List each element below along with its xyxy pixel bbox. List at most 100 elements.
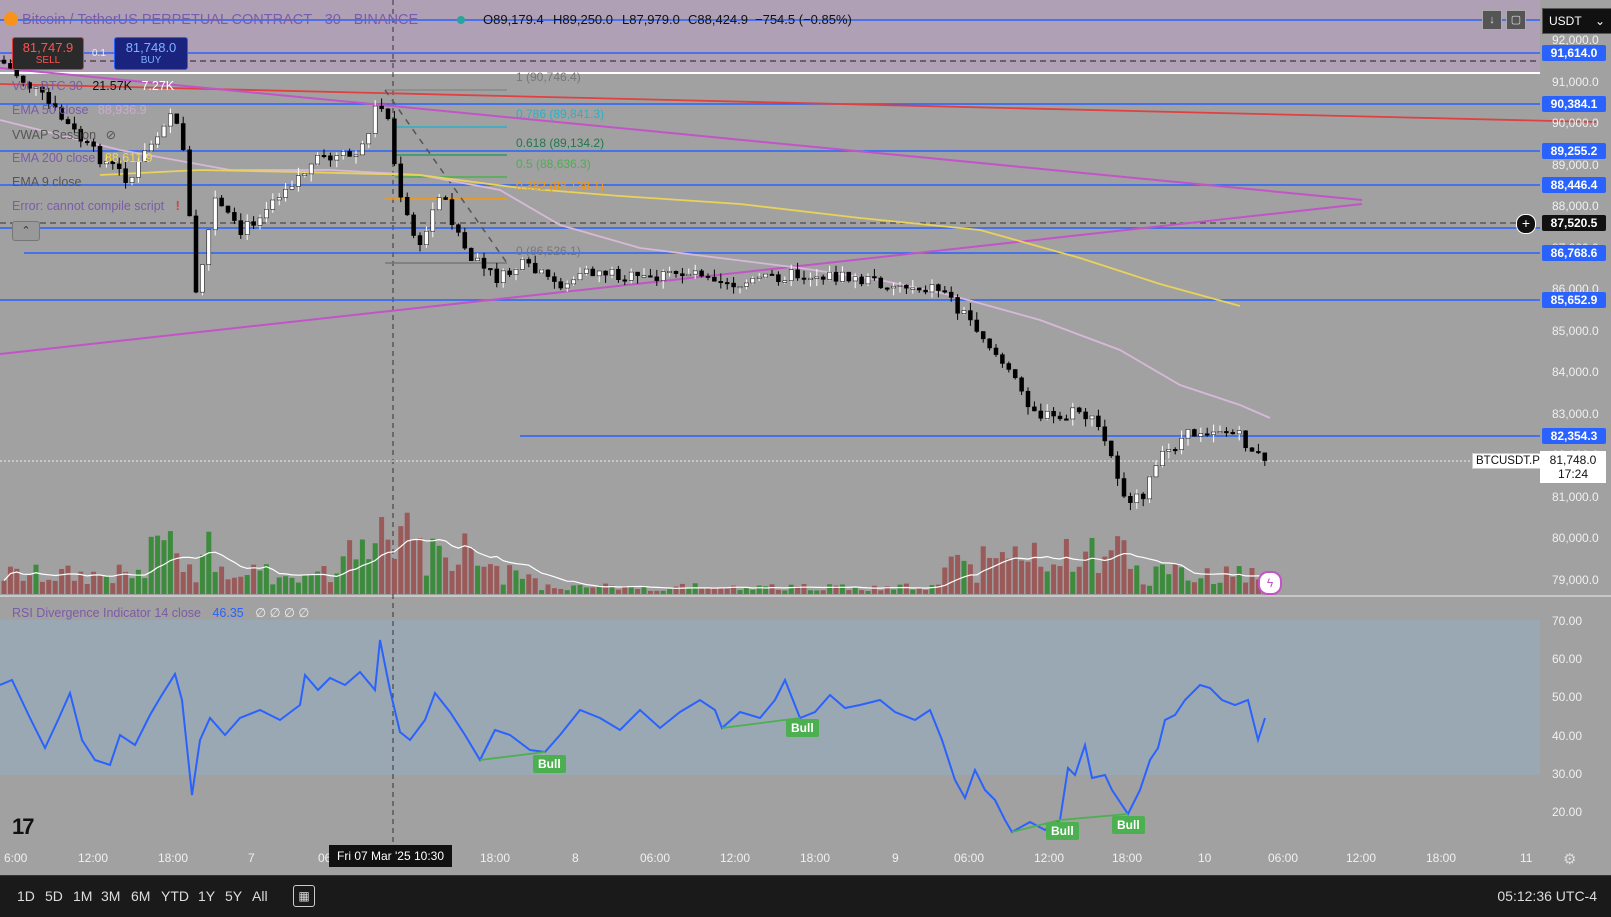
candle-body	[987, 338, 992, 349]
rsi-axis-tick: 50.00	[1552, 690, 1583, 705]
volume-bar	[340, 556, 346, 594]
candle-body	[840, 271, 845, 282]
legend-error[interactable]: Error: cannot compile script !	[12, 199, 180, 213]
volume-bar	[155, 535, 161, 594]
legend-vwap[interactable]: VWAP Session ⊘	[12, 127, 116, 142]
volume-bar	[33, 564, 39, 594]
eye-hidden-icon[interactable]: ⊘	[105, 128, 117, 142]
candle-body	[142, 150, 148, 162]
timeframe-button-3m[interactable]: 3M	[101, 888, 121, 904]
candle-body	[1153, 465, 1159, 478]
volume-bar	[302, 574, 308, 594]
crosshair-add-icon[interactable]: +	[1516, 214, 1536, 234]
bull-label-2: Bull	[786, 719, 819, 737]
volume-bar	[148, 536, 154, 594]
volume-bar	[987, 557, 993, 594]
spread-value: 0.1	[92, 48, 106, 59]
volume-bar	[622, 585, 628, 594]
ema200-line	[99, 169, 1241, 307]
candle-body	[609, 268, 615, 276]
candle-body	[673, 270, 679, 274]
candle-body	[1064, 418, 1069, 421]
chart-area[interactable]: Bitcoin / TetherUS PERPETUAL CONTRACT · …	[0, 0, 1611, 875]
timeframe-button-1y[interactable]: 1Y	[198, 888, 216, 904]
fullscreen-icon[interactable]: ▢	[1506, 10, 1526, 30]
download-icon[interactable]: ↓	[1482, 10, 1502, 30]
price-axis-tick: 80,000.0	[1552, 531, 1599, 545]
volume-bar	[84, 584, 90, 594]
alert-lightning-icon[interactable]: ϟ	[1258, 571, 1282, 595]
sell-button[interactable]: 81,747.9 SELL	[12, 37, 84, 70]
volume-bar	[558, 588, 564, 594]
candle-body	[187, 149, 192, 217]
timeframe-button-1m[interactable]: 1M	[73, 888, 93, 904]
candle-body	[1211, 431, 1216, 435]
candle-body	[628, 271, 634, 281]
legend-ema50[interactable]: EMA 50 close 88,936.9	[12, 103, 147, 117]
timeframe-button-1d[interactable]: 1D	[17, 888, 35, 904]
candle-body	[1057, 415, 1063, 420]
candle-body	[481, 257, 487, 269]
candle-body	[40, 86, 45, 93]
volume-bar	[507, 565, 513, 594]
legend-ema200-title: EMA 200 close	[12, 151, 96, 165]
price-axis-tick: 79,000.0	[1552, 572, 1599, 587]
candle-body	[1198, 433, 1204, 437]
legend-ema9[interactable]: EMA 9 close	[12, 175, 81, 189]
volume-bar	[884, 586, 890, 594]
volume-bar	[795, 586, 801, 594]
timeframe-button-5y[interactable]: 5Y	[225, 888, 243, 904]
volume-bar	[129, 578, 135, 594]
candle-body	[635, 271, 640, 276]
tradingview-logo-icon[interactable]: 17	[12, 814, 35, 839]
price-tag-89255: 89,255.2	[1542, 143, 1606, 159]
volume-bar	[116, 564, 122, 594]
candle-body	[392, 118, 397, 165]
date-range-icon[interactable]: ▦	[293, 885, 315, 907]
candle-body	[571, 279, 576, 285]
candle-body	[1000, 354, 1005, 364]
volume-bar	[423, 575, 429, 594]
timeframe-button-6m[interactable]: 6M	[131, 888, 151, 904]
candle-body	[65, 119, 71, 124]
collapse-legend-button[interactable]: ⌃	[12, 221, 40, 241]
symbol-icon	[4, 12, 18, 26]
volume-bar	[193, 582, 199, 594]
chart-canvas[interactable]	[0, 0, 1611, 875]
candle-body	[366, 133, 372, 145]
utc-clock[interactable]: 05:12:36 UTC-4	[1497, 888, 1597, 904]
volume-bar	[897, 584, 903, 594]
symbol-tag: BTCUSDT.P	[1472, 453, 1544, 469]
volume-bar	[635, 589, 641, 594]
legend-ema200[interactable]: EMA 200 close 88,611.9	[12, 151, 153, 165]
price-axis-tick: 84,000.0	[1552, 365, 1599, 379]
price-axis-tick: 91,000.0	[1552, 74, 1599, 89]
volume-bar	[206, 531, 212, 594]
candle-body	[756, 276, 762, 279]
candle-body	[494, 268, 500, 283]
candle-body	[686, 273, 692, 277]
legend-volume[interactable]: Vol · BTC 30 21.57K 7.27K	[12, 79, 174, 93]
settings-icon[interactable]: ⚙	[1563, 851, 1577, 868]
candle-body	[174, 113, 180, 124]
volume-bar	[398, 526, 404, 594]
volume-bar	[654, 590, 660, 594]
volume-bar	[539, 590, 545, 594]
timeframe-button-5d[interactable]: 5D	[45, 888, 63, 904]
volume-bar	[1076, 566, 1082, 594]
symbol-title[interactable]: Bitcoin / TetherUS PERPETUAL CONTRACT · …	[22, 12, 419, 28]
candle-body	[1134, 493, 1140, 503]
rsi-legend[interactable]: RSI Divergence Indicator 14 close 46.35 …	[12, 605, 309, 620]
candle-body	[1070, 407, 1076, 420]
timeframe-button-ytd[interactable]: YTD	[161, 888, 189, 904]
candle-body	[289, 186, 295, 190]
volume-bar	[852, 586, 858, 594]
volume-bar	[411, 539, 417, 594]
currency-select[interactable]: USDT ⌄	[1542, 8, 1611, 34]
timeframe-button-all[interactable]: All	[252, 888, 268, 904]
volume-bar	[219, 566, 225, 594]
price-tag-91614: 91,614.0	[1542, 45, 1606, 61]
buy-button[interactable]: 81,748.0 BUY	[114, 37, 188, 70]
buy-label: BUY	[140, 55, 162, 66]
volume-bar	[1006, 558, 1012, 594]
